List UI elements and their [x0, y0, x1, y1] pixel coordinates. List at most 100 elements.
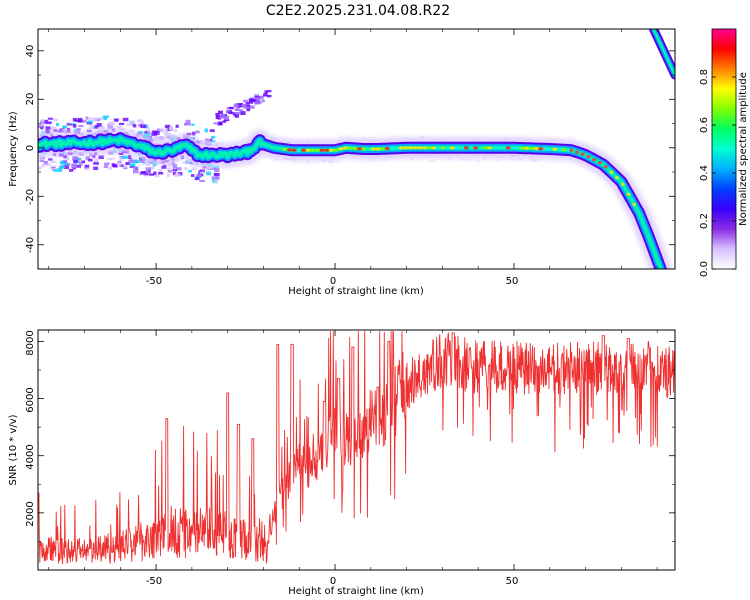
trace-hotspot-55 — [538, 147, 544, 151]
trace-hotspot-16 — [356, 147, 362, 151]
noise-speck-122 — [102, 115, 109, 119]
cluster-speck-44 — [266, 94, 272, 98]
colorbar-tick-0: 0.0 — [699, 261, 710, 277]
noise-speck-164 — [123, 166, 128, 170]
noise-speck-627 — [533, 158, 538, 161]
trace-hotspot-39 — [463, 146, 469, 150]
cluster-speck-26 — [244, 105, 250, 109]
cluster-speck-12 — [237, 103, 243, 106]
noise-speck-367 — [59, 128, 65, 133]
trace-hotspot-41 — [473, 146, 479, 150]
trace-hotspot-29 — [417, 146, 423, 150]
noise-speck-160 — [172, 168, 178, 171]
cluster-speck-20 — [217, 110, 223, 115]
noise-speck-237 — [146, 171, 152, 174]
noise-speck-255 — [191, 123, 195, 126]
noise-speck-0 — [86, 128, 92, 131]
trace-hotspot-47 — [501, 146, 507, 150]
noise-speck-544 — [533, 159, 538, 162]
noise-speck-418 — [196, 173, 202, 177]
spectrogram-xlabel: Height of straight line (km) — [288, 286, 424, 297]
noise-speck-153 — [38, 124, 45, 129]
cluster-speck-5 — [249, 99, 254, 104]
cluster-speck-27 — [234, 114, 240, 118]
noise-speck-459 — [84, 164, 90, 169]
trace-hotspot-20 — [375, 147, 381, 151]
colorbar-gradient — [711, 28, 737, 270]
cluster-speck-40 — [213, 122, 219, 125]
noise-speck-436 — [188, 169, 192, 173]
trace-hotspot-10 — [328, 148, 334, 152]
noise-speck-379 — [144, 133, 151, 137]
snr-series-line — [38, 330, 675, 565]
noise-speck-447 — [204, 128, 209, 133]
noise-speck-476 — [199, 179, 206, 182]
snr-ticks — [38, 330, 675, 570]
noise-speck-513 — [147, 130, 151, 133]
noise-speck-335 — [65, 157, 70, 161]
trace-hotspot-1 — [287, 148, 293, 152]
trace-hotspot-19 — [370, 147, 376, 151]
noise-speck-616 — [429, 159, 434, 162]
colorbar-tick-02: 0.2 — [699, 213, 710, 229]
trace-hotspot-36 — [449, 146, 455, 150]
noise-speck-353 — [199, 171, 204, 174]
trace-hotspot-62 — [569, 148, 574, 152]
trace-hotspot-18 — [366, 147, 372, 151]
noise-speck-364 — [129, 163, 136, 167]
noise-speck-136 — [77, 117, 83, 121]
trace-hotspot-8 — [319, 148, 325, 152]
noise-speck-346 — [191, 131, 196, 136]
cluster-speck-4 — [215, 115, 219, 120]
chart-title: C2E2.2025.231.04.08.R22 — [266, 3, 450, 19]
noise-speck-580 — [463, 158, 468, 161]
noise-speck-479 — [114, 119, 119, 122]
noise-speck-203 — [45, 126, 51, 130]
cluster-speck-41 — [244, 104, 251, 107]
noise-speck-484 — [116, 162, 122, 166]
noise-speck-536 — [469, 159, 474, 161]
noise-speck-475 — [96, 123, 102, 127]
noise-speck-254 — [184, 122, 188, 126]
trace-hotspot-73 — [632, 202, 637, 206]
colorbar-tick-04: 0.4 — [699, 165, 710, 181]
trace-hotspot-66 — [592, 158, 597, 162]
noise-speck-214 — [93, 166, 99, 170]
noise-speck-656 — [529, 159, 534, 161]
noise-speck-327 — [165, 167, 172, 170]
cluster-speck-18 — [240, 111, 246, 115]
noise-speck-517 — [134, 159, 138, 164]
noise-speck-226 — [48, 158, 53, 161]
noise-speck-169 — [214, 179, 219, 184]
noise-speck-79 — [148, 173, 155, 176]
noise-speck-420 — [205, 138, 209, 142]
noise-speck-427 — [194, 177, 200, 181]
noise-speck-181 — [87, 117, 94, 120]
trace-hotspot-35 — [445, 146, 451, 150]
noise-speck-316 — [41, 123, 45, 126]
cluster-speck-21 — [223, 119, 230, 122]
noise-speck-343 — [140, 124, 147, 129]
noise-speck-77 — [209, 129, 215, 133]
noise-speck-602 — [518, 158, 523, 161]
cluster-speck-36 — [263, 93, 268, 97]
noise-speck-387 — [99, 116, 104, 120]
noise-speck-260 — [69, 169, 74, 172]
noise-speck-426 — [66, 122, 71, 125]
trace-hotspot-42 — [477, 146, 483, 150]
noise-speck-154 — [46, 163, 51, 166]
noise-speck-497 — [60, 162, 65, 165]
noise-speck-317 — [211, 176, 218, 180]
noise-speck-96 — [161, 165, 167, 169]
noise-speck-138 — [108, 151, 114, 155]
noise-speck-244 — [82, 120, 87, 123]
noise-speck-165 — [40, 127, 44, 130]
noise-speck-439 — [169, 134, 176, 139]
cluster-speck-14 — [228, 106, 234, 110]
noise-speck-669 — [274, 158, 279, 161]
spectrogram-ticks — [38, 29, 675, 269]
noise-speck-85 — [76, 164, 81, 168]
noise-speck-49 — [150, 166, 155, 170]
noise-speck-488 — [63, 159, 67, 164]
spectrogram-xtick-0: 0 — [330, 276, 336, 287]
